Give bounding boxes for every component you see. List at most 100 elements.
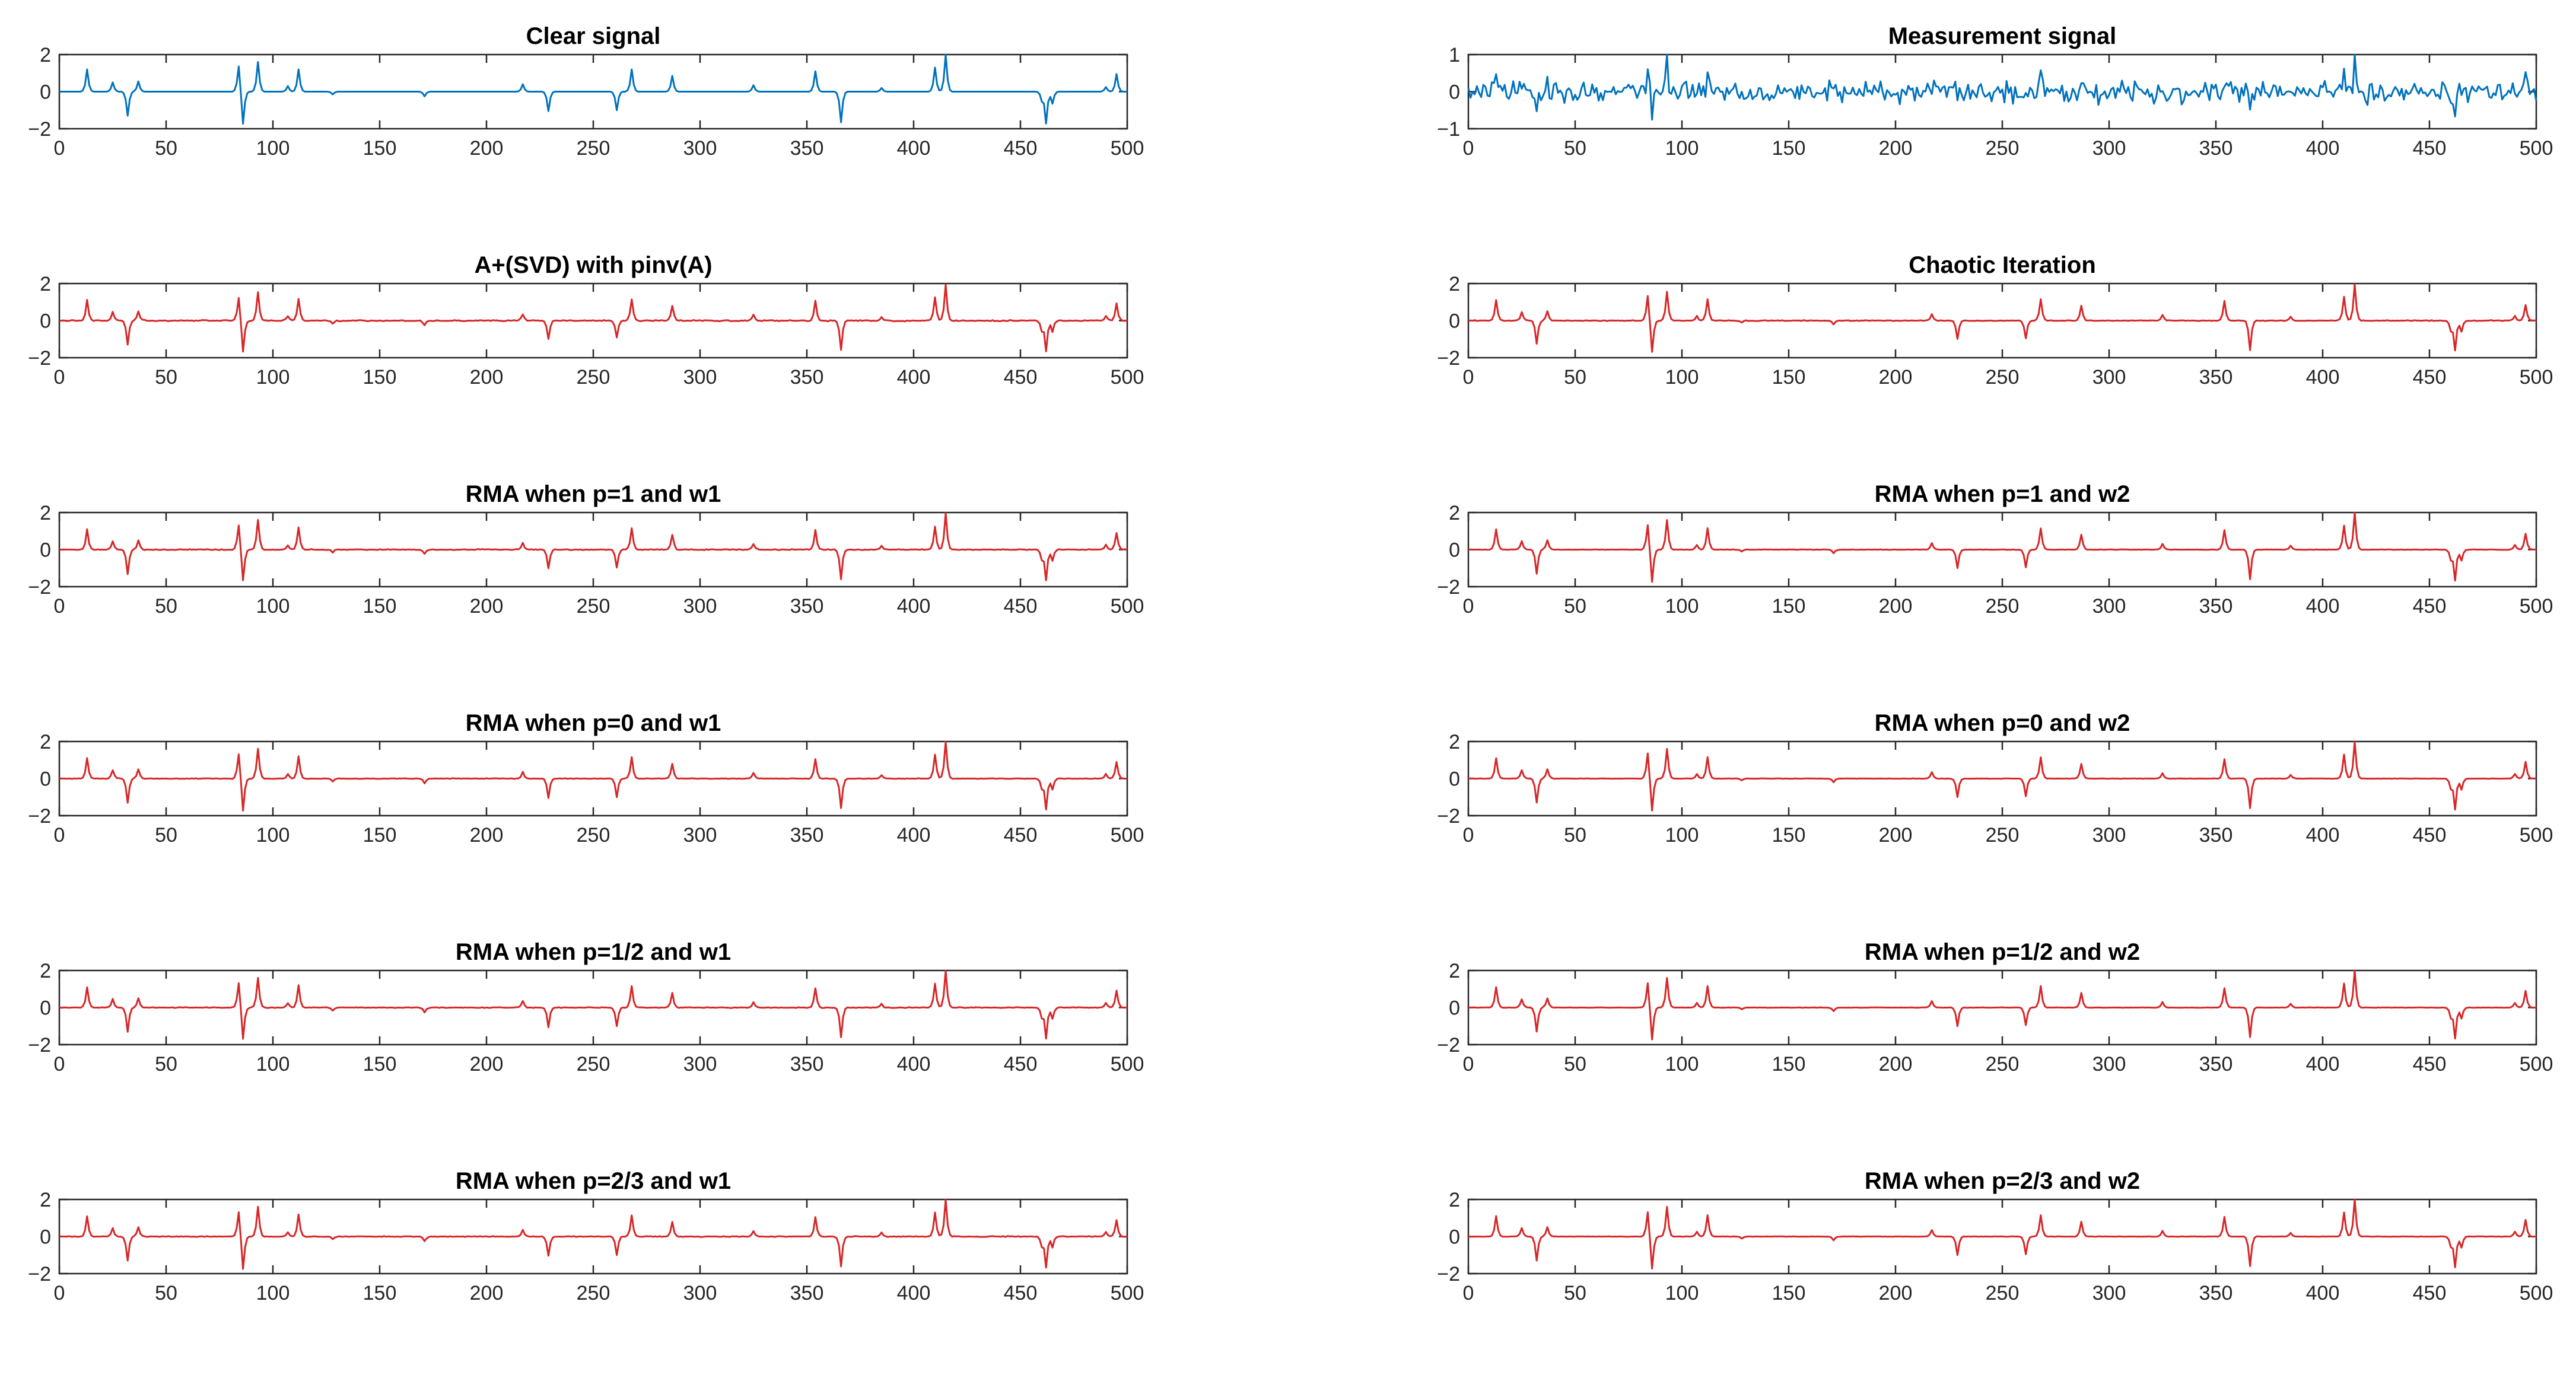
y-tick-label: 0 (40, 997, 51, 1020)
y-tick-label: 0 (40, 310, 51, 333)
subplot-p23w2: RMA when p=2/3 and w2 0 50 100 150 200 250 300 3… (1437, 1168, 2553, 1304)
x-tick-label: 200 (470, 366, 504, 389)
x-tick-label: 150 (1772, 137, 1806, 160)
x-tick-label: 200 (1879, 824, 1913, 847)
y-tick-label: 0 (1449, 81, 1460, 104)
x-tick-label: 250 (577, 1053, 610, 1075)
x-tick-label: 450 (2413, 1282, 2447, 1304)
y-tick-label: −2 (1437, 347, 1460, 370)
subplot-p23w1: RMA when p=2/3 and w1 0 50 100 150 200 250 300 3… (28, 1168, 1144, 1304)
x-tick-label: 300 (2092, 366, 2126, 389)
x-tick-label: 150 (1772, 1053, 1806, 1075)
x-tick-label: 350 (2199, 595, 2233, 618)
x-tick-label: 500 (1111, 366, 1144, 389)
subplot-title: RMA when p=2/3 and w2 (1865, 1168, 2140, 1194)
x-tick-label: 500 (1111, 1053, 1144, 1075)
x-tick-label: 250 (577, 137, 610, 160)
y-tick-label: 2 (1449, 731, 1460, 753)
subplot-phalfw1: RMA when p=1/2 and w1 0 50 100 150 200 250 300 3… (28, 939, 1144, 1075)
x-tick-label: 300 (683, 366, 717, 389)
x-tick-label: 50 (1564, 137, 1586, 160)
x-tick-label: 50 (155, 1282, 177, 1304)
x-tick-label: 150 (363, 1282, 397, 1304)
x-tick-label: 300 (2092, 1282, 2126, 1304)
series-line (59, 512, 1128, 581)
subplot-clear: Clear signal 0 50 100 150 200 250 300 350 400 450 5… (28, 23, 1144, 160)
y-tick-label: −1 (1437, 118, 1460, 141)
x-tick-label: 500 (1111, 137, 1144, 160)
series-line (59, 969, 1128, 1040)
x-tick-label: 400 (2306, 137, 2340, 160)
y-tick-label: 0 (1449, 539, 1460, 562)
x-tick-label: 250 (1986, 1282, 2020, 1304)
series-line (59, 53, 1127, 125)
subplot-phalfw2: RMA when p=1/2 and w2 0 50 100 150 200 250 300 3… (1437, 939, 2553, 1075)
subplot-title: Chaotic Iteration (1909, 252, 2096, 278)
x-tick-label: 0 (1463, 824, 1474, 847)
subplot-title: RMA when p=2/3 and w1 (456, 1168, 731, 1194)
x-tick-label: 300 (683, 595, 717, 618)
x-tick-label: 450 (1004, 1053, 1038, 1075)
x-tick-label: 100 (1665, 1282, 1699, 1304)
y-tick-label: 0 (40, 1226, 51, 1249)
x-tick-label: 150 (363, 366, 397, 389)
subplot-title: RMA when p=1 and w2 (1875, 481, 2130, 507)
x-tick-label: 300 (683, 824, 717, 847)
x-tick-label: 0 (54, 824, 65, 847)
x-tick-label: 50 (1564, 366, 1586, 389)
x-tick-label: 350 (2199, 1282, 2233, 1304)
x-tick-label: 500 (2520, 137, 2553, 160)
y-tick-label: 2 (1449, 502, 1460, 524)
x-tick-label: 350 (2199, 137, 2233, 160)
x-tick-label: 50 (1564, 1053, 1586, 1075)
x-tick-label: 200 (470, 1282, 504, 1304)
subplot-chaotic: Chaotic Iteration 0 50 100 150 200 250 300 350 40… (1437, 252, 2553, 389)
x-tick-label: 250 (1986, 824, 2020, 847)
y-tick-label: 0 (1449, 768, 1460, 791)
x-tick-label: 150 (1772, 366, 1806, 389)
x-tick-label: 150 (1772, 824, 1806, 847)
x-tick-label: 400 (2306, 824, 2340, 847)
x-tick-label: 350 (790, 366, 824, 389)
x-tick-label: 100 (256, 1282, 290, 1304)
x-tick-label: 200 (470, 1053, 504, 1075)
y-tick-label: −2 (1437, 576, 1460, 599)
x-tick-label: 50 (1564, 824, 1586, 847)
subplot-title: RMA when p=0 and w2 (1875, 710, 2130, 736)
subplot-svd: A+(SVD) with pinv(A) 0 50 100 150 200 250 300 35… (28, 252, 1144, 389)
y-tick-label: 2 (40, 1189, 51, 1211)
y-tick-label: 2 (40, 960, 51, 982)
x-tick-label: 150 (363, 1053, 397, 1075)
x-tick-label: 450 (2413, 595, 2447, 618)
y-tick-label: 2 (40, 44, 51, 66)
x-tick-label: 400 (897, 824, 931, 847)
x-tick-label: 300 (683, 1053, 717, 1075)
x-tick-label: 500 (2520, 824, 2553, 847)
x-tick-label: 300 (683, 1282, 717, 1304)
x-tick-label: 250 (1986, 1053, 2020, 1075)
x-tick-label: 400 (2306, 366, 2340, 389)
x-tick-label: 500 (2520, 595, 2553, 618)
series-line (1468, 284, 2537, 353)
x-tick-label: 500 (1111, 595, 1144, 618)
y-tick-label: 0 (1449, 997, 1460, 1020)
y-tick-label: 2 (40, 502, 51, 524)
x-tick-label: 250 (1986, 595, 2020, 618)
x-tick-label: 450 (1004, 1282, 1038, 1304)
y-tick-label: 2 (40, 273, 51, 295)
x-tick-label: 100 (256, 824, 290, 847)
x-tick-label: 300 (2092, 824, 2126, 847)
y-tick-label: 2 (1449, 1189, 1460, 1211)
subplot-p1w2: RMA when p=1 and w2 0 50 100 150 200 250 300 350… (1437, 481, 2553, 618)
subplot-title: RMA when p=0 and w1 (466, 710, 721, 736)
subplot-p0w2: RMA when p=0 and w2 0 50 100 150 200 250 300 350… (1437, 710, 2553, 847)
x-tick-label: 150 (1772, 595, 1806, 618)
series-line (1468, 740, 2536, 812)
y-tick-label: 2 (1449, 960, 1460, 982)
y-tick-label: −2 (1437, 1263, 1460, 1285)
x-tick-label: 250 (1986, 137, 2020, 160)
y-tick-label: 1 (1449, 44, 1460, 66)
subplot-p0w1: RMA when p=0 and w1 0 50 100 150 200 250 300 350… (28, 710, 1144, 847)
x-tick-label: 350 (790, 824, 824, 847)
